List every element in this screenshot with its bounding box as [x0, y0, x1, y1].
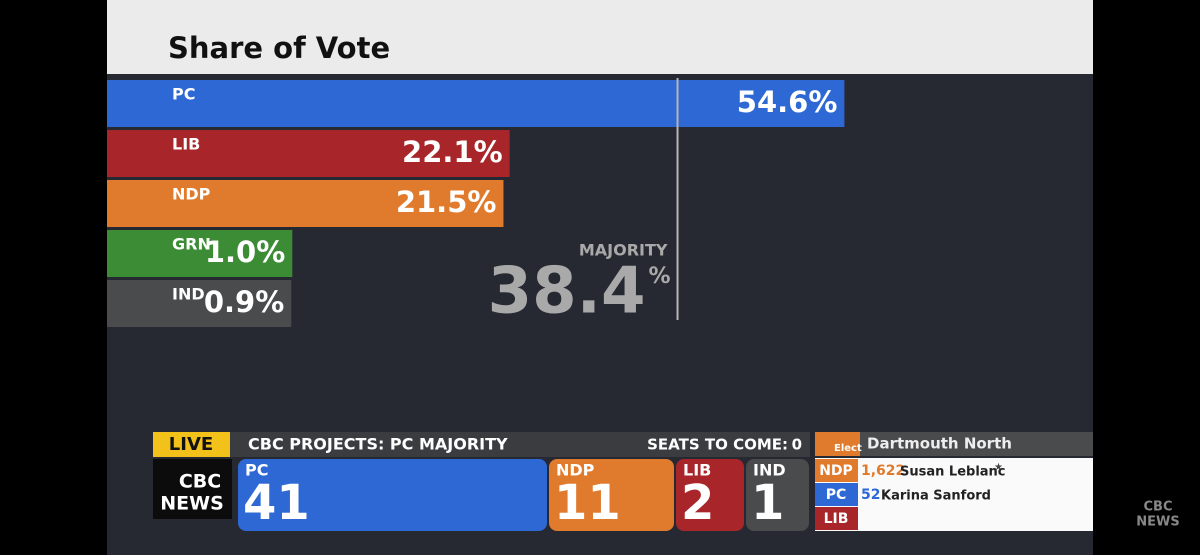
category-label: NDP [172, 185, 211, 204]
riding-body [815, 458, 1093, 531]
category-label: PC [172, 85, 195, 104]
category-label: LIB [172, 135, 200, 154]
candidate-party: NDP [819, 463, 853, 479]
bar [107, 180, 504, 227]
elect-box [815, 432, 860, 456]
seat-party: PC [245, 461, 268, 480]
candidate-votes: 1,622 [861, 463, 905, 479]
seat-box [238, 459, 547, 531]
seat-count: 2 [681, 475, 714, 531]
seat-count: 1 [751, 475, 784, 531]
value-label: 22.1% [402, 135, 503, 169]
seat-count: 41 [243, 475, 310, 531]
logo-box [153, 459, 232, 519]
title-band [107, 0, 1093, 74]
majority-label: MAJORITY [579, 241, 668, 260]
party-cell [815, 459, 858, 482]
value-label: 1.0% [205, 235, 285, 269]
watermark: NEWS [1136, 515, 1179, 530]
bar [107, 230, 293, 277]
elected-mark: ★ [994, 462, 1003, 473]
majority-unit: % [649, 264, 671, 289]
bar [107, 80, 845, 127]
seat-box [676, 459, 744, 531]
seat-box [746, 459, 809, 531]
riding-name: Dartmouth North [867, 435, 1012, 453]
value-label: 54.6% [737, 85, 838, 119]
seats-to-come-value: 0 [792, 436, 802, 454]
seat-party: LIB [683, 461, 711, 480]
candidate-name: Susan Leblanc [900, 465, 1006, 480]
headline: CBC PROJECTS: PC MAJORITY [248, 435, 508, 454]
candidate-votes: 52 [861, 487, 880, 503]
seats-to-come-label: SEATS TO COME: [647, 436, 788, 454]
majority-value: 38.4 [488, 255, 646, 329]
live-box [153, 432, 230, 457]
candidate-party: LIB [824, 511, 849, 527]
party-cell [815, 483, 858, 506]
riding-header [815, 432, 1093, 456]
watermark: CBC [1144, 500, 1173, 515]
category-label: GRN [172, 235, 211, 254]
live: LIVE [169, 434, 213, 455]
candidate-party: PC [826, 487, 847, 503]
bar [107, 280, 292, 327]
candidate-name: Karina Sanford [881, 489, 991, 504]
seat-box [549, 459, 674, 531]
seat-party: NDP [556, 461, 595, 480]
headline-bar [230, 432, 810, 457]
party-cell [815, 507, 858, 530]
seat-party: IND [753, 461, 786, 480]
bar [107, 130, 510, 177]
logo: NEWS [160, 493, 224, 515]
logo: CBC [179, 471, 221, 493]
value-label: 21.5% [396, 185, 497, 219]
category-label: IND [172, 285, 205, 304]
seat-count: 11 [554, 475, 621, 531]
elect: Elect [834, 443, 862, 454]
value-label: 0.9% [204, 285, 284, 319]
chart-title: Share of Vote [168, 31, 390, 65]
